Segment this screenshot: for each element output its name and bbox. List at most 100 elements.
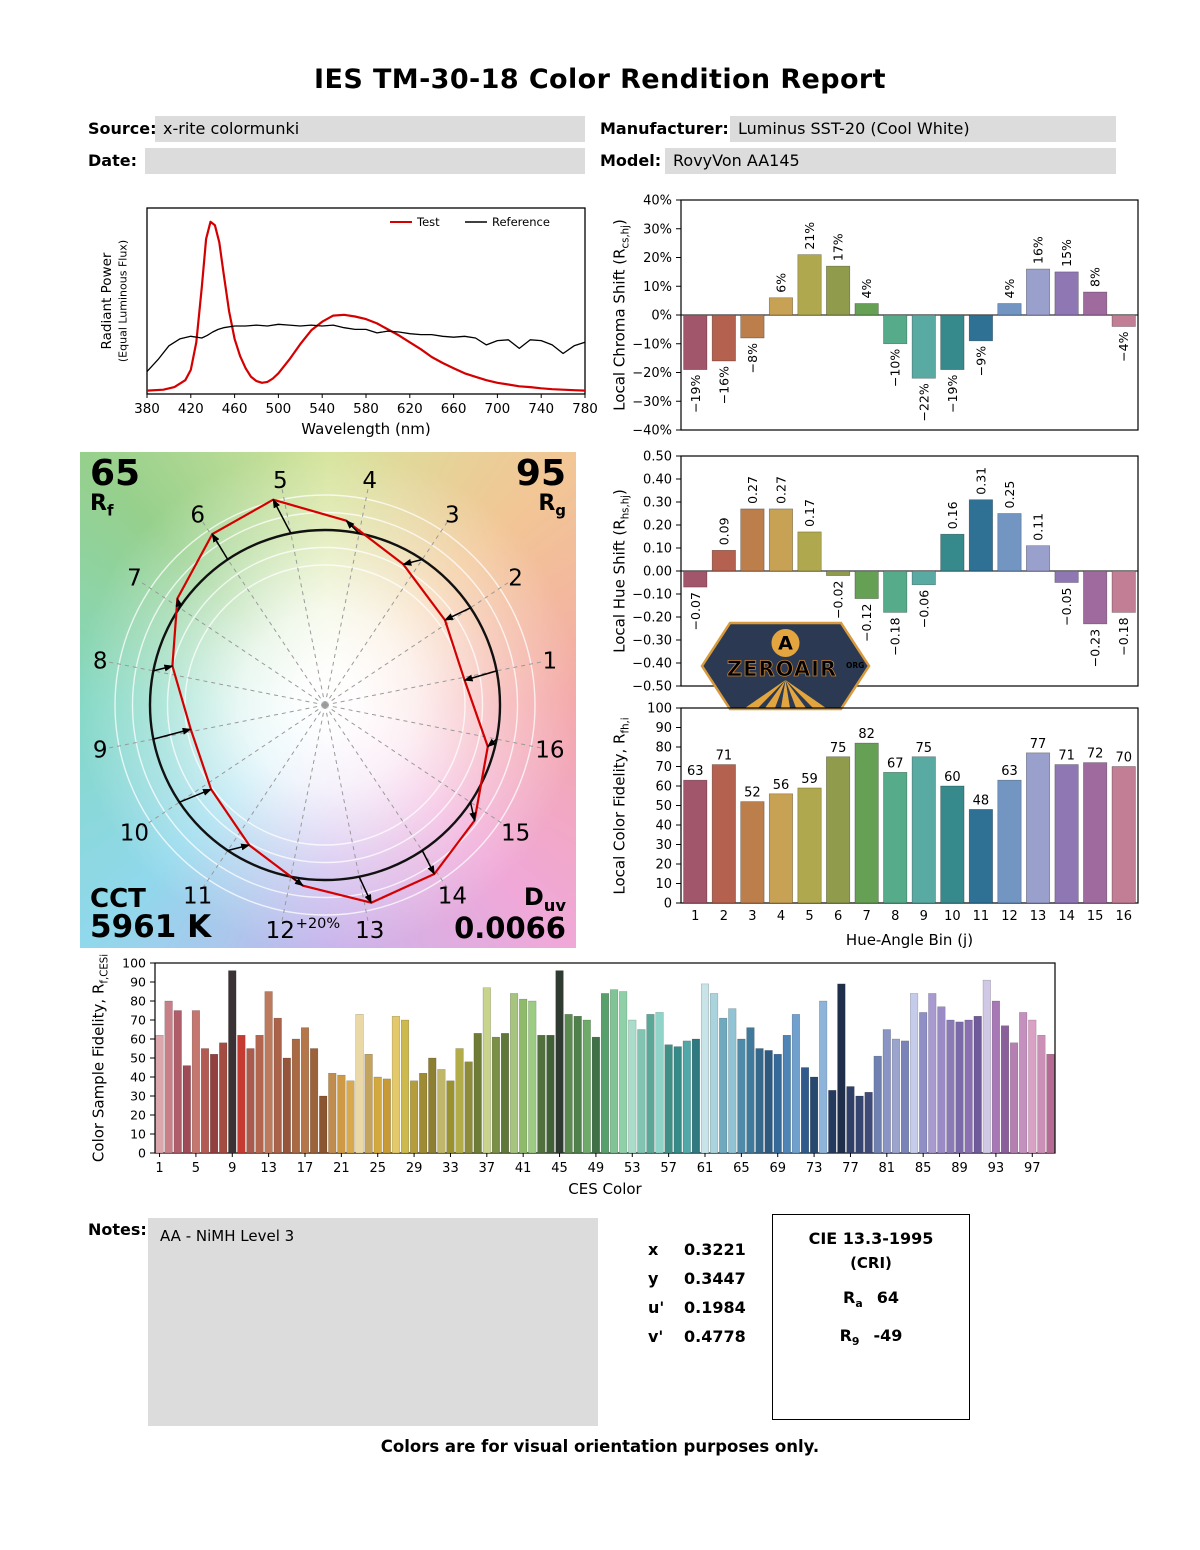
svg-text:0.09: 0.09: [716, 517, 731, 545]
ces-bar-6: [200, 1048, 210, 1154]
ces-bar-56: [655, 1012, 664, 1154]
svg-text:90: 90: [655, 721, 672, 736]
ces-bar-59: [682, 1040, 691, 1154]
ces-bar-19: [319, 1095, 328, 1154]
svg-text:−20%: −20%: [632, 366, 672, 381]
ces-bar-53: [628, 1019, 637, 1154]
bar-bin-4: [768, 297, 793, 316]
ces-bar-26: [382, 1078, 391, 1154]
svg-text:9: 9: [920, 909, 928, 924]
svg-text:700: 700: [485, 401, 511, 417]
ces-bar-95: [1010, 1042, 1019, 1154]
svg-text:61: 61: [697, 1161, 714, 1176]
svg-text:85: 85: [915, 1161, 932, 1176]
shift-arrow-bin-7: [175, 597, 183, 608]
zeroair-logo: A ZEROAIR ORG: [700, 621, 871, 711]
svg-text:50: 50: [655, 799, 672, 814]
bar-bin-15: [1083, 570, 1108, 625]
svg-text:0%: 0%: [651, 309, 672, 324]
svg-text:0.30: 0.30: [643, 496, 672, 511]
ces-bar-3: [173, 1010, 182, 1154]
svg-text:45: 45: [551, 1161, 568, 1176]
shift-arrow-bin-1: [463, 670, 497, 682]
ces-fidelity-chart: 0 10 20 30 40 50 60 70 80 90 100 1 5 9 13 17 21 25 29 33 37 4…: [122, 956, 1056, 1198]
svg-text:−0.02: −0.02: [831, 581, 846, 619]
svg-text:100: 100: [122, 956, 146, 971]
footer-note: Colors are for visual orientation purpos…: [380, 1437, 820, 1456]
ces-bar-54: [637, 1029, 646, 1154]
fidelity-bar-bin-11: [968, 809, 993, 904]
ces-bar-86: [928, 993, 937, 1154]
logo-monogram: A: [778, 633, 793, 655]
ces-bar-74: [819, 1000, 828, 1154]
notes-box: AA - NiMH Level 3: [148, 1218, 598, 1426]
svg-text:6: 6: [834, 909, 842, 924]
bar-bin-15: [1083, 291, 1108, 316]
shift-arrow-bin-5: [272, 498, 292, 534]
manufacturer-label: Manufacturer:: [600, 119, 729, 138]
svg-text:67: 67: [887, 756, 904, 771]
ces-bar-30: [419, 1072, 428, 1154]
fidelity-bar-bin-9: [911, 756, 936, 904]
svg-text:63: 63: [687, 764, 704, 779]
local-fidelity-chart: 0102030405060708090100631712523564595756…: [647, 702, 1139, 949]
ces-bar-62: [710, 993, 719, 1154]
manufacturer-value: Luminus SST-20 (Cool White): [730, 116, 1116, 142]
ces-bar-13: [264, 991, 273, 1154]
svg-text:71: 71: [1058, 749, 1075, 764]
svg-text:0.31: 0.31: [973, 467, 988, 495]
bar-bin-6: [826, 570, 851, 576]
hue-bin-label-10: 10: [120, 820, 149, 846]
svg-text:5: 5: [805, 909, 813, 924]
ces-bar-89: [955, 1021, 964, 1154]
source-label: Source:: [88, 119, 157, 138]
svg-text:21%: 21%: [802, 222, 817, 250]
svg-text:72: 72: [1087, 747, 1104, 762]
chromaticity-block: x 0.3221 y 0.3447 u' 0.1984 v' 0.4778: [648, 1240, 746, 1356]
chromaticity-y: y 0.3447: [648, 1269, 746, 1288]
svg-text:60: 60: [655, 780, 672, 795]
ces-bar-83: [900, 1040, 910, 1154]
ces-bar-78: [855, 1095, 864, 1154]
ces-bar-58: [673, 1046, 682, 1154]
bar-bin-10: [940, 314, 965, 370]
svg-text:0.27: 0.27: [745, 476, 760, 504]
svg-text:15%: 15%: [1059, 239, 1074, 267]
svg-text:0.11: 0.11: [1031, 513, 1046, 541]
bar-bin-5: [797, 254, 822, 316]
hue-bin-label-15: 15: [501, 820, 530, 846]
svg-text:−0.18: −0.18: [888, 617, 903, 655]
fidelity-bar-bin-12: [997, 779, 1022, 904]
shift-arrow-bin-3: [402, 558, 423, 566]
ces-bar-5: [191, 1010, 200, 1154]
ces-bar-14: [273, 1017, 282, 1154]
bar-bin-1: [683, 570, 708, 588]
ces-bar-18: [310, 1048, 319, 1154]
svg-text:460: 460: [222, 401, 248, 417]
svg-text:80: 80: [130, 994, 146, 1009]
fidelity-bar-bin-5: [797, 787, 822, 904]
spd-test-line: [146, 220, 586, 392]
svg-text:90: 90: [130, 975, 146, 990]
bar-bin-13: [1026, 268, 1051, 316]
bar-bin-12: [997, 513, 1022, 572]
ces-bar-7: [210, 1053, 219, 1154]
ces-bar-34: [455, 1048, 464, 1154]
hue-bin-label-13: 13: [355, 918, 384, 944]
ces-bar-8: [219, 1042, 228, 1154]
ces-bar-80: [873, 1055, 882, 1154]
svg-text:77: 77: [1030, 737, 1047, 752]
bar-bin-14: [1054, 570, 1079, 583]
shift-arrow-bin-10: [179, 788, 212, 803]
hue-bin-label-3: 3: [445, 502, 460, 528]
svg-text:−19%: −19%: [688, 375, 703, 413]
fidelity-x-label: Hue-Angle Bin (j): [846, 931, 973, 949]
svg-text:0.16: 0.16: [945, 501, 960, 529]
svg-text:30%: 30%: [643, 222, 672, 237]
bar-bin-12: [997, 303, 1022, 316]
svg-text:0: 0: [138, 1146, 146, 1161]
fidelity-bar-bin-1: [683, 779, 708, 904]
fidelity-bar-bin-3: [740, 801, 765, 904]
spd-reference-line: [146, 323, 586, 373]
